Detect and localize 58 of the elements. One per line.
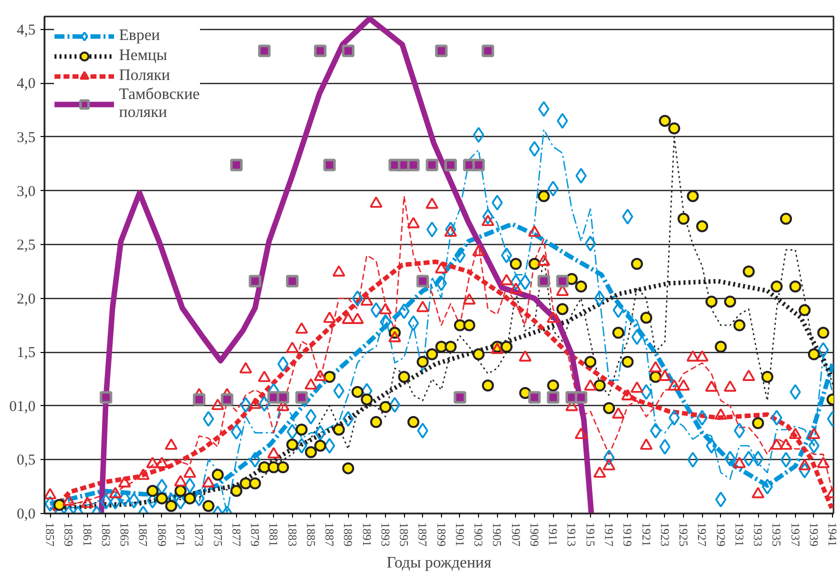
y-tick-label: 01,0	[9, 398, 36, 415]
x-tick-label: 1899	[434, 522, 448, 546]
y-tick-label: 0,0	[16, 506, 36, 522]
x-tick-label: 1931	[732, 522, 746, 546]
y-tick-label: 0,5	[16, 452, 36, 469]
x-tick-label: 1881	[266, 522, 281, 546]
legend-label: Евреи	[119, 27, 160, 45]
x-tick-label: 1915	[583, 522, 598, 546]
x-tick-label: 1923	[658, 522, 672, 546]
x-tick-label: 1859	[62, 522, 76, 546]
x-tick-label: 1941	[826, 522, 837, 546]
y-tick-label: 4,0	[16, 76, 36, 92]
x-tick-label: 1935	[770, 522, 784, 546]
x-tick-label: 1921	[639, 522, 654, 546]
x-tick-label: 1873	[192, 522, 206, 546]
y-tick-label: 2,0	[16, 291, 36, 308]
x-tick-label: 1883	[285, 522, 300, 546]
legend-label: Немцы	[119, 47, 168, 65]
x-tick-label: 1903	[472, 522, 486, 546]
x-tick-label: 1917	[602, 522, 616, 546]
x-tick-label: 1869	[154, 522, 169, 546]
x-tick-label: 1871	[174, 522, 188, 546]
x-tick-label: 1919	[620, 522, 635, 546]
x-tick-label: 1895	[397, 522, 412, 546]
x-tick-label: 1857	[43, 522, 58, 546]
y-tick-label: 1,5	[16, 345, 36, 362]
x-tick-label: 1913	[564, 522, 579, 546]
x-tick-label: 1865	[118, 522, 132, 546]
x-tick-label: 1897	[416, 522, 430, 546]
legend-label: Тамбовские поляки	[119, 86, 200, 122]
x-tick-label: 1885	[304, 522, 318, 546]
x-axis-title: Годы рождения	[386, 554, 492, 572]
x-tick-label: 1887	[322, 522, 337, 546]
x-tick-label: 1909	[527, 522, 542, 546]
x-tick-label: 1939	[806, 522, 821, 546]
y-tick-label: 2,5	[16, 238, 36, 254]
x-tick-label: 1933	[751, 522, 766, 546]
x-tick-label: 1905	[490, 522, 504, 546]
x-tick-label: 1901	[452, 522, 467, 546]
y-tick-label: 3,0	[16, 184, 36, 200]
x-tick-label: 1875	[210, 522, 225, 546]
x-tick-label: 1937	[788, 522, 802, 546]
y-tick-label: 4,5	[16, 22, 36, 38]
y-tick-label: 3,5	[16, 130, 36, 146]
x-tick-label: 1893	[378, 522, 392, 546]
x-tick-label: 1929	[714, 522, 728, 546]
x-tick-label: 1879	[248, 522, 262, 546]
x-tick-label: 1907	[508, 522, 523, 546]
x-tick-label: 1911	[546, 522, 560, 546]
x-tick-label: 1867	[136, 522, 150, 546]
x-tick-label: 1889	[341, 522, 356, 546]
legend-label: Поляки	[119, 67, 170, 85]
x-tick-label: 1863	[98, 522, 113, 546]
x-tick-label: 1861	[80, 522, 94, 546]
x-tick-label: 1927	[695, 522, 710, 546]
x-tick-label: 1891	[360, 522, 374, 546]
x-tick-label: 1925	[676, 522, 691, 546]
x-tick-label: 1877	[229, 522, 244, 546]
